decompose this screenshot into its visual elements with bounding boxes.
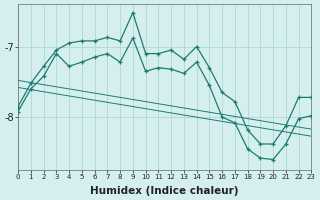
X-axis label: Humidex (Indice chaleur): Humidex (Indice chaleur) xyxy=(91,186,239,196)
